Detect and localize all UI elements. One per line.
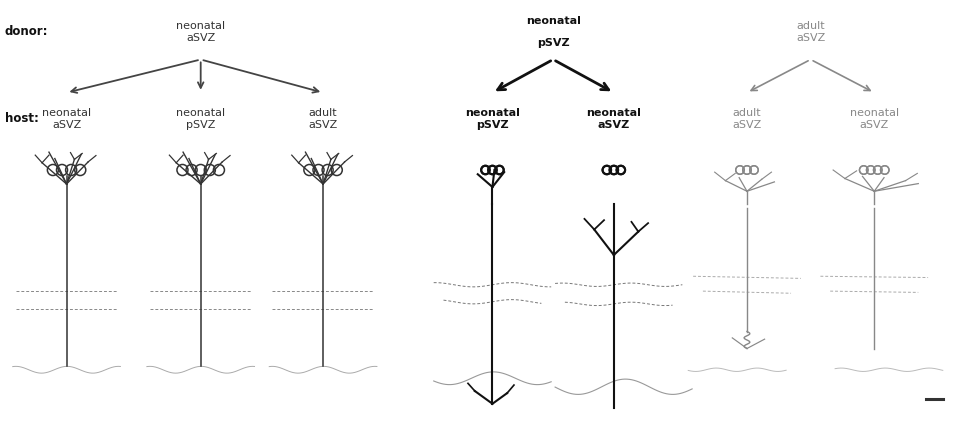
Text: neonatal: neonatal [525, 16, 580, 26]
Text: adult
aSVZ: adult aSVZ [308, 108, 337, 130]
Text: host:: host: [5, 113, 39, 125]
Text: neonatal
aSVZ: neonatal aSVZ [586, 108, 641, 130]
Text: neonatal
aSVZ: neonatal aSVZ [176, 21, 225, 43]
Text: neonatal
aSVZ: neonatal aSVZ [42, 108, 91, 130]
Text: pSVZ: pSVZ [536, 37, 569, 48]
Text: adult
aSVZ: adult aSVZ [795, 21, 824, 43]
Text: adult
aSVZ: adult aSVZ [732, 108, 761, 130]
Text: neonatal
aSVZ: neonatal aSVZ [849, 108, 898, 130]
Text: neonatal
pSVZ: neonatal pSVZ [176, 108, 225, 130]
Text: donor:: donor: [5, 26, 48, 38]
Text: neonatal
pSVZ: neonatal pSVZ [465, 108, 519, 130]
